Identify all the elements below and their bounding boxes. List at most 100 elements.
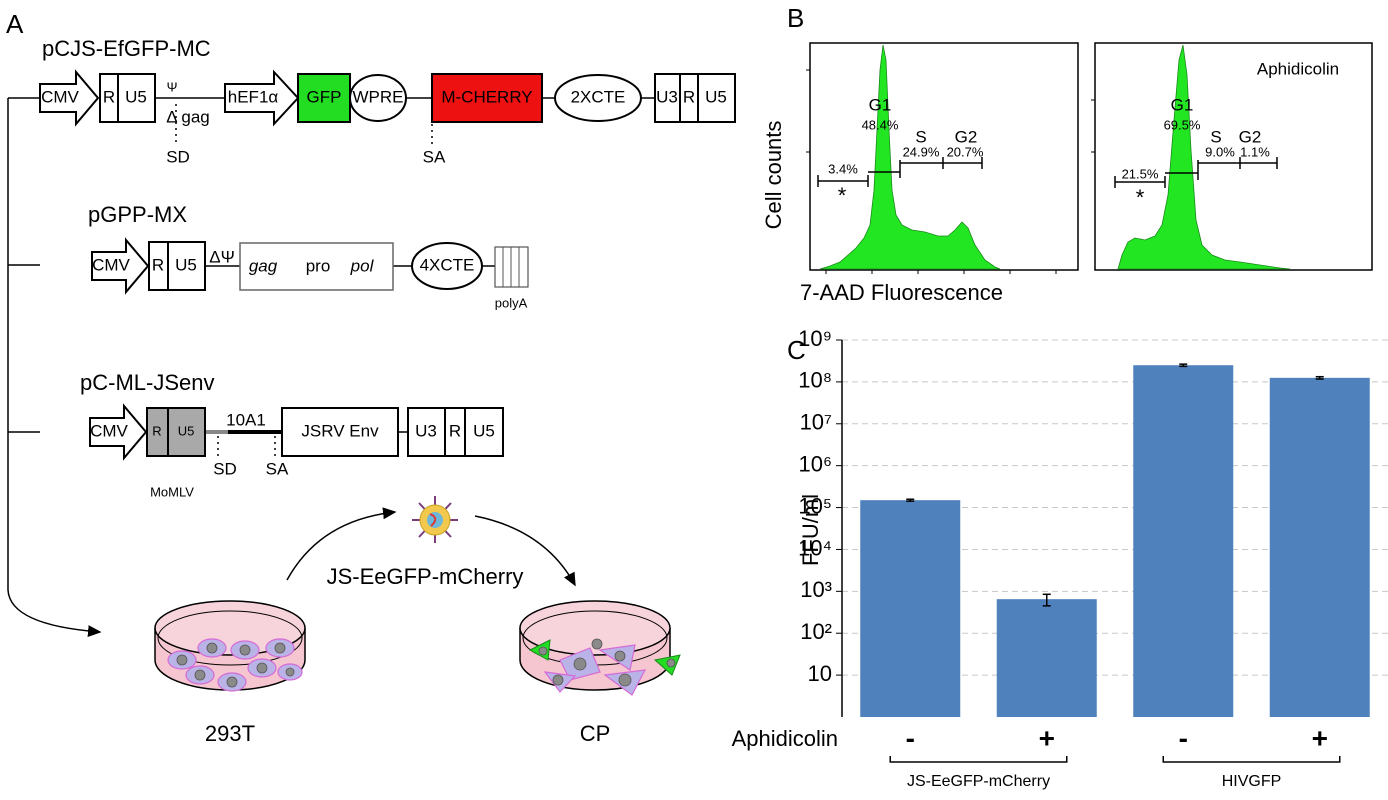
group-bracket (889, 756, 1068, 763)
arrow (474, 515, 576, 587)
element-label: pol (350, 256, 375, 275)
element-label: U5 (705, 87, 727, 106)
gene-box (281, 407, 399, 457)
element-oval (411, 242, 483, 290)
bar (1269, 377, 1370, 717)
element-label: hEF1α (228, 87, 279, 106)
percent-label: 24.9% (903, 144, 940, 159)
element-label: Ψ (167, 79, 178, 94)
element-label: U5 (125, 87, 147, 106)
y-tick-label: 10 (808, 661, 832, 686)
y-tick-label: 10³ (800, 577, 832, 602)
panel-b: B Cell counts 7-AAD Fluorescence G1 48.4… (761, 3, 1373, 305)
ltr-box (697, 73, 736, 123)
y-tick-label: 10⁴ (798, 535, 832, 560)
element-oval (349, 74, 407, 122)
histogram (819, 44, 1001, 270)
construct-name: pGPP-MX (88, 202, 187, 227)
element-label: CMV (41, 87, 79, 106)
marker-label: * (838, 183, 847, 208)
error-bar (1042, 593, 1051, 607)
element-label: CMV (92, 255, 130, 274)
mcherry-box (431, 73, 543, 123)
percent-label: 20.7% (947, 144, 984, 159)
promoter-arrow (91, 237, 150, 295)
y-tick-label: 10⁸ (798, 368, 832, 393)
percent-label: 48.4% (862, 117, 899, 132)
bar (996, 599, 1097, 717)
error-bar (1179, 363, 1188, 368)
element-label: pro (306, 256, 331, 275)
element-label: gag (249, 256, 278, 275)
element-label: MoMLV (150, 484, 194, 499)
element-label: SD (213, 459, 237, 478)
gate-brackets (817, 157, 983, 187)
gate-brackets (1114, 157, 1278, 188)
element-label: JSRV Env (301, 421, 379, 440)
y-axis-label: FFU/ml (798, 494, 823, 566)
promoter-arrow (89, 403, 148, 461)
panel-c: C FFU/ml Aphidicolin 10 10² 10³ 10⁴ 10⁵ 10⁶ 10… (732, 326, 1388, 790)
percent-label: 21.5% (1122, 166, 1159, 181)
element-label: 4XCTE (420, 255, 475, 274)
virus-icon (412, 496, 458, 543)
phase-label: G2 (1239, 127, 1262, 146)
ltr-box (167, 241, 206, 291)
element-oval (554, 74, 642, 122)
element-label: R (449, 421, 461, 440)
x-tick-label: + (1312, 722, 1328, 753)
element-label: polyA (495, 295, 528, 310)
histogram (1117, 44, 1291, 270)
group-label: JS-EeGFP-mCherry (907, 773, 1050, 790)
y-tick-label: 10⁷ (800, 410, 832, 435)
plot-title: Aphidicolin (1257, 59, 1339, 78)
x-axis-label: 7-AAD Fluorescence (800, 280, 1003, 305)
x-tick-label: - (1179, 722, 1188, 753)
element-label: 10A1 (226, 410, 266, 429)
y-tick-label: 10⁹ (798, 326, 832, 351)
element-label: Δ gag (166, 107, 210, 126)
phase-label: G1 (1171, 95, 1194, 114)
phase-label: G2 (955, 127, 978, 146)
cell-label: 293T (205, 721, 255, 746)
y-tick-label: 10² (800, 619, 832, 644)
ltr-box (117, 73, 156, 123)
element-label: R (152, 255, 164, 274)
element-label: WPRE (353, 87, 404, 106)
ltr-box (167, 407, 206, 457)
element-label: 2XCTE (571, 87, 626, 106)
construct-name: pCJS-EfGFP-MC (42, 36, 211, 61)
bar (860, 500, 961, 717)
element-label: U5 (473, 421, 495, 440)
arrow (286, 507, 397, 581)
percent-label: 1.1% (1240, 144, 1270, 159)
y-axis-label: Cell counts (761, 121, 786, 230)
percent-label: 69.5% (1164, 117, 1201, 132)
cell-label: CP (580, 721, 611, 746)
error-bar (1315, 375, 1324, 380)
element-label: M-CHERRY (441, 87, 532, 106)
phase-label: S (915, 127, 926, 146)
panel-letter: A (6, 9, 24, 39)
histogram-frame (809, 42, 1079, 271)
tick-marks (806, 69, 1057, 274)
element-label: R (152, 423, 161, 438)
element-label: SA (423, 147, 446, 166)
promoter-arrow (39, 69, 100, 127)
construct-name: pC-ML-JSenv (80, 370, 214, 395)
x-tick-label: + (1039, 722, 1055, 753)
phase-label: S (1210, 127, 1221, 146)
element-label: GFP (307, 87, 342, 106)
promoter-arrow (224, 69, 300, 127)
connector (7, 98, 102, 638)
panel-letter: B (787, 3, 804, 33)
element-label: U5 (178, 423, 195, 438)
dish (519, 600, 681, 696)
element-label: SD (166, 147, 190, 166)
phase-label: G1 (869, 95, 892, 114)
error-bar (906, 498, 915, 502)
percent-label: 3.4% (828, 161, 858, 176)
group-bracket (1162, 756, 1341, 763)
tick-marks (1091, 99, 1095, 153)
bar (1133, 365, 1234, 717)
